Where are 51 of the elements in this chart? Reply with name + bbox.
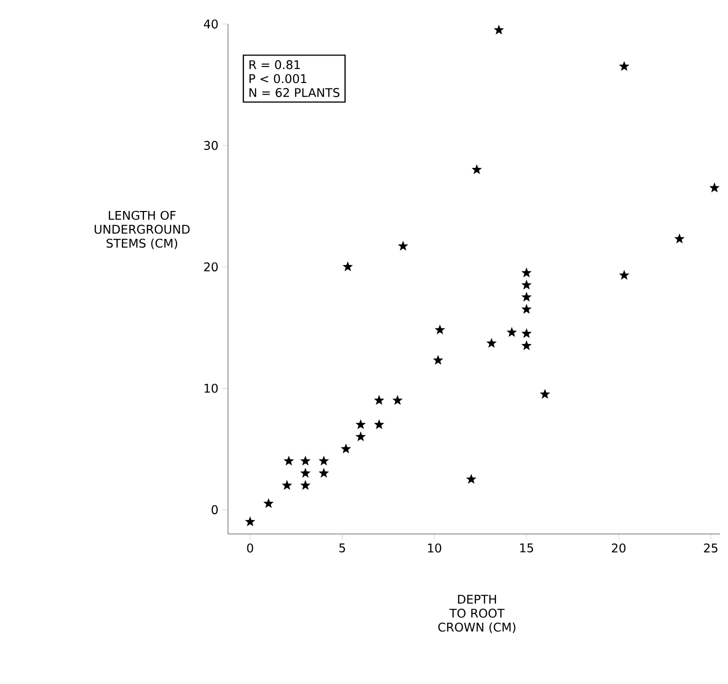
point xyxy=(342,261,353,272)
point xyxy=(466,474,476,484)
point xyxy=(486,338,497,348)
point xyxy=(300,456,311,466)
point xyxy=(244,516,256,526)
point xyxy=(318,468,330,478)
y-tick-label: 40 xyxy=(204,19,218,29)
point xyxy=(521,328,532,338)
point xyxy=(521,280,532,290)
y-axis-title: LENGTH OF UNDERGROUND STEMS (CM) xyxy=(94,210,190,250)
point xyxy=(398,240,408,251)
x-tick-label: 20 xyxy=(612,543,626,553)
y-tick-label: 10 xyxy=(204,384,218,393)
point xyxy=(674,233,685,244)
x-tick-label: 10 xyxy=(428,543,442,553)
point xyxy=(472,164,482,174)
y-tick-label: 0 xyxy=(212,505,218,514)
point xyxy=(392,394,403,405)
point xyxy=(355,431,366,442)
point xyxy=(432,354,444,365)
y-tick-label: 30 xyxy=(204,140,218,150)
x-tick-label: 25 xyxy=(704,543,718,553)
y-tick-label: 20 xyxy=(204,262,218,272)
point xyxy=(506,326,517,337)
point xyxy=(709,182,720,192)
annotation: N = 62 PLANTS xyxy=(250,88,340,98)
point xyxy=(618,61,630,71)
point xyxy=(374,419,384,430)
x-tick-label: 0 xyxy=(247,543,254,553)
point xyxy=(263,498,274,508)
point xyxy=(521,267,532,278)
point xyxy=(540,388,550,399)
point xyxy=(618,270,630,280)
x-tick-label: 5 xyxy=(339,543,346,552)
annotation: R = 0.81 xyxy=(250,60,300,70)
annotation: P < 0.001 xyxy=(250,74,306,84)
point xyxy=(494,24,504,34)
point xyxy=(521,292,532,302)
point xyxy=(521,304,532,314)
point xyxy=(284,456,294,466)
point xyxy=(374,394,384,405)
point xyxy=(434,324,446,334)
point xyxy=(355,419,366,430)
point xyxy=(300,468,311,478)
x-axis-title: DEPTH TO ROOT CROWN (CM) xyxy=(438,594,516,634)
point xyxy=(300,480,311,490)
point xyxy=(521,340,532,350)
point xyxy=(282,480,292,490)
point xyxy=(318,456,330,466)
x-tick-label: 15 xyxy=(520,543,534,552)
point xyxy=(340,444,352,454)
